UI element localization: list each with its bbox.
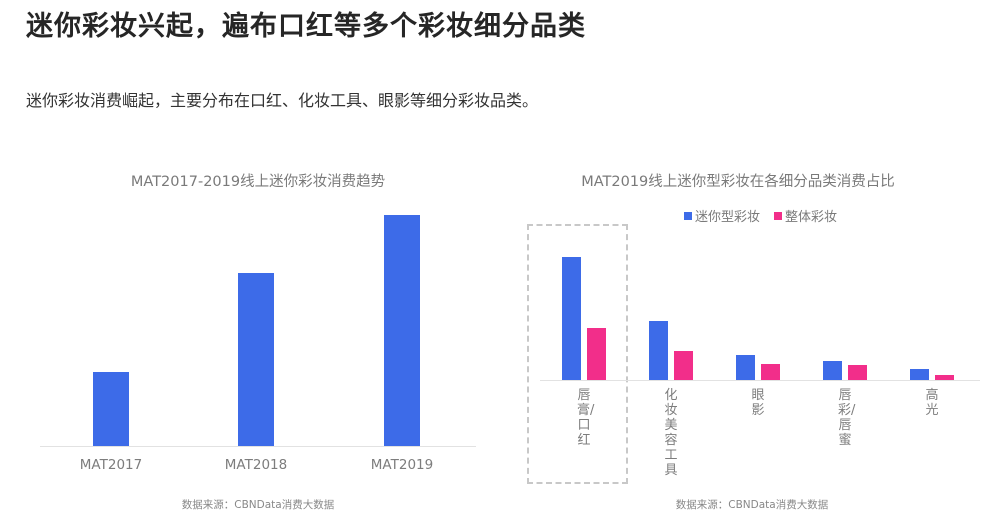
legend-swatch-pink-icon	[774, 211, 783, 220]
x-label: MAT2019	[370, 457, 434, 473]
x-label: MAT2018	[224, 457, 288, 473]
legend-label-mini: 迷你型彩妆	[695, 210, 761, 225]
x-label: MAT2017	[79, 457, 143, 473]
highlight-box-lipstick	[527, 224, 628, 484]
bar-overall	[761, 364, 780, 380]
bar-overall	[587, 328, 606, 380]
right-chart-legend: 迷你型彩妆 整体彩妆	[684, 206, 837, 225]
category-label: 化妆美容工具	[664, 388, 678, 478]
bar-mat2017	[93, 372, 129, 446]
right-chart-title: MAT2019线上迷你型彩妆在各细分品类消费占比	[581, 174, 895, 190]
bar-mat2018	[238, 272, 274, 446]
category-label: 眼影	[751, 388, 765, 418]
bar-mini	[562, 257, 581, 380]
bar-overall	[674, 351, 693, 380]
right-chart-x-axis	[540, 380, 980, 381]
bar-mini	[823, 361, 842, 380]
left-chart-source: 数据来源：CBNData消费大数据	[181, 499, 335, 511]
legend-label-overall: 整体彩妆	[785, 210, 838, 225]
left-chart-title: MAT2017-2019线上迷你彩妆消费趋势	[130, 174, 386, 190]
legend-item-mini: 迷你型彩妆	[684, 206, 760, 225]
bar-mini	[910, 369, 929, 380]
category-label: 唇彩/唇蜜	[838, 388, 856, 448]
page-title: 迷你彩妆兴起，遍布口红等多个彩妆细分品类	[26, 11, 586, 42]
page-subtitle: 迷你彩妆消费崛起，主要分布在口红、化妆工具、眼影等细分彩妆品类。	[26, 91, 539, 110]
bar-mini	[736, 355, 755, 380]
bar-mini	[649, 321, 668, 380]
category-label: 高光	[925, 388, 939, 418]
category-label: 唇膏/口红	[577, 388, 595, 448]
legend-swatch-blue-icon	[684, 211, 692, 220]
bar-overall	[935, 375, 954, 380]
legend-item-overall: 整体彩妆	[774, 206, 837, 225]
bar-mat2019	[384, 215, 420, 446]
right-chart-source: 数据来源：CBNData消费大数据	[675, 499, 829, 511]
bar-overall	[848, 365, 867, 380]
left-chart-x-axis	[40, 446, 476, 447]
